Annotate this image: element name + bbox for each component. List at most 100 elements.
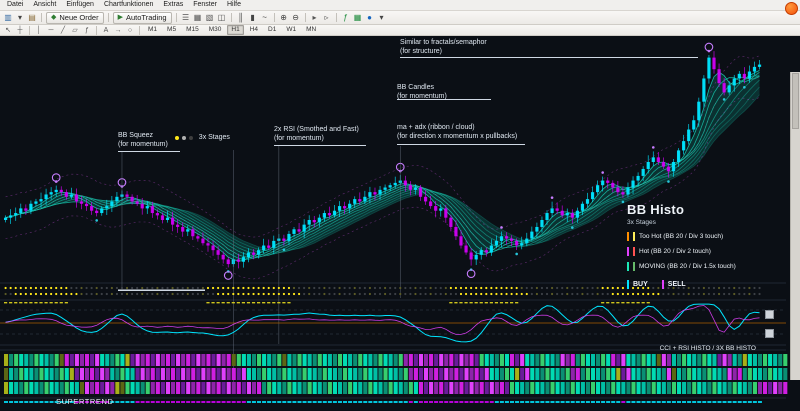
autotrading-button[interactable]: ▶ AutoTrading bbox=[112, 11, 172, 24]
menu-item-einfügen[interactable]: Einfügen bbox=[66, 1, 94, 8]
candle-body bbox=[302, 224, 306, 232]
shapes-tool[interactable]: ○ bbox=[127, 26, 133, 34]
navigator-icon[interactable]: ▧ bbox=[205, 13, 214, 22]
candle-body bbox=[19, 208, 23, 214]
timeframe-button-m30[interactable]: M30 bbox=[208, 26, 222, 33]
scrollbar-thumb[interactable] bbox=[792, 73, 799, 129]
timeframe-button-m1[interactable]: M1 bbox=[148, 26, 158, 33]
histo-bar bbox=[783, 382, 788, 394]
timeframe-button-mn[interactable]: MN bbox=[306, 26, 317, 33]
timeframe-button-m5[interactable]: M5 bbox=[167, 26, 177, 33]
timeframe-button-h4[interactable]: H4 bbox=[249, 26, 258, 33]
timeframe-button-d1[interactable]: D1 bbox=[268, 26, 277, 33]
histo-bar bbox=[484, 368, 489, 380]
candle-chart-icon[interactable]: ▮ bbox=[250, 13, 255, 22]
supertrend-dash bbox=[236, 401, 241, 403]
histo-bar bbox=[39, 382, 44, 394]
candle-body bbox=[611, 182, 615, 188]
histo-bar bbox=[479, 368, 484, 380]
squeeze-dot bbox=[206, 286, 210, 290]
histo-bar bbox=[100, 354, 105, 366]
terminal-icon[interactable]: ◫ bbox=[217, 13, 226, 22]
candle-body bbox=[757, 64, 762, 67]
timeframe-button-w1[interactable]: W1 bbox=[286, 26, 297, 33]
histo-bar bbox=[464, 354, 469, 366]
candle-body bbox=[712, 57, 716, 70]
menu-item-fenster[interactable]: Fenster bbox=[193, 1, 217, 8]
line-chart-icon[interactable]: ~ bbox=[262, 13, 267, 22]
indicators-icon[interactable]: ƒ bbox=[343, 13, 348, 22]
data-window-icon[interactable]: ▦ bbox=[193, 13, 202, 22]
vertical-line-tool[interactable]: │ bbox=[36, 26, 42, 34]
menu-item-ansicht[interactable]: Ansicht bbox=[33, 1, 57, 8]
histo-bar bbox=[429, 368, 434, 380]
supertrend-dash bbox=[641, 401, 646, 403]
semaphore-circle bbox=[466, 269, 476, 279]
squeeze-dot bbox=[201, 292, 205, 296]
squeeze-dot bbox=[717, 286, 721, 290]
histo-bar bbox=[343, 354, 348, 366]
candle-body bbox=[621, 192, 625, 195]
histo-bar bbox=[671, 382, 677, 394]
new-order-button[interactable]: ◆ Neue Order bbox=[46, 11, 104, 24]
arrow-tool[interactable]: → bbox=[114, 26, 122, 34]
channel-tool[interactable]: ▱ bbox=[72, 26, 78, 34]
market-watch-icon[interactable]: ☰ bbox=[181, 13, 190, 22]
profiles-icon[interactable]: ▤ bbox=[28, 13, 36, 22]
templates-icon[interactable]: ▾ bbox=[379, 13, 384, 22]
community-icon[interactable] bbox=[785, 2, 798, 15]
bar-chart-icon[interactable]: ║ bbox=[237, 13, 244, 22]
new-order-button-label: Neue Order bbox=[59, 12, 99, 22]
zoom-out-icon[interactable]: ⊖ bbox=[292, 13, 299, 22]
histo-bar bbox=[717, 382, 722, 394]
chart-canvas[interactable] bbox=[0, 36, 800, 411]
supertrend-dash bbox=[469, 401, 474, 403]
text-tool[interactable]: A bbox=[103, 26, 109, 34]
histo-bar bbox=[702, 368, 707, 380]
histo-bar bbox=[429, 354, 434, 366]
squeeze-dot bbox=[535, 292, 539, 296]
chart-list-dropdown-icon[interactable]: ▾ bbox=[17, 13, 22, 22]
histo-bar bbox=[444, 354, 449, 366]
auto-scroll-icon[interactable]: ▸ bbox=[312, 13, 317, 22]
histo-bar bbox=[575, 368, 580, 380]
menu-item-datei[interactable]: Datei bbox=[7, 1, 24, 8]
supertrend-dash bbox=[368, 401, 373, 403]
menu-item-chartfunktionen[interactable]: Chartfunktionen bbox=[103, 1, 154, 8]
squeeze-dot bbox=[429, 286, 432, 290]
supertrend-dash bbox=[712, 401, 717, 403]
trendline-tool[interactable]: ╱ bbox=[60, 26, 66, 34]
menu-item-extras[interactable]: Extras bbox=[163, 1, 184, 8]
zoom-in-icon[interactable]: ⊕ bbox=[280, 13, 287, 22]
chart-scrollbar[interactable] bbox=[790, 72, 800, 380]
fibonacci-tool[interactable]: ƒ bbox=[85, 26, 89, 34]
squeeze-dot bbox=[596, 292, 599, 296]
squeeze-dot bbox=[318, 292, 321, 296]
horizontal-line-tool[interactable]: ─ bbox=[48, 26, 54, 34]
squeeze-dot bbox=[414, 286, 417, 290]
menu-item-hilfe[interactable]: Hilfe bbox=[226, 1, 241, 8]
grid-icon[interactable]: ▦ bbox=[353, 13, 362, 22]
histo-bar bbox=[651, 354, 656, 366]
new-chart-icon[interactable]: ▥ bbox=[4, 13, 12, 22]
crosshair-tool[interactable]: ┼ bbox=[17, 26, 23, 34]
squeeze-dot bbox=[470, 286, 473, 290]
squeeze-dot bbox=[424, 292, 427, 296]
candle-body bbox=[550, 208, 554, 214]
histo-bar bbox=[550, 354, 555, 366]
periods-icon[interactable]: ● bbox=[367, 13, 372, 22]
timeframe-button-m15[interactable]: M15 bbox=[186, 26, 199, 33]
cursor-tool[interactable]: ↖ bbox=[5, 26, 11, 34]
squeeze-dot bbox=[156, 286, 159, 290]
histo-bar bbox=[251, 354, 257, 366]
histo-bar bbox=[272, 354, 277, 366]
semaphore-circles bbox=[51, 42, 714, 280]
timeframe-button-h1[interactable]: H1 bbox=[227, 25, 244, 35]
supertrend-dash bbox=[418, 401, 423, 403]
squeeze-dot bbox=[131, 292, 134, 296]
squeeze-dot bbox=[196, 286, 199, 290]
squeeze-dot bbox=[44, 286, 48, 290]
chart-shift-icon[interactable]: ▹ bbox=[324, 13, 329, 22]
squeeze-dot bbox=[642, 292, 645, 296]
histo-bar bbox=[439, 382, 444, 394]
